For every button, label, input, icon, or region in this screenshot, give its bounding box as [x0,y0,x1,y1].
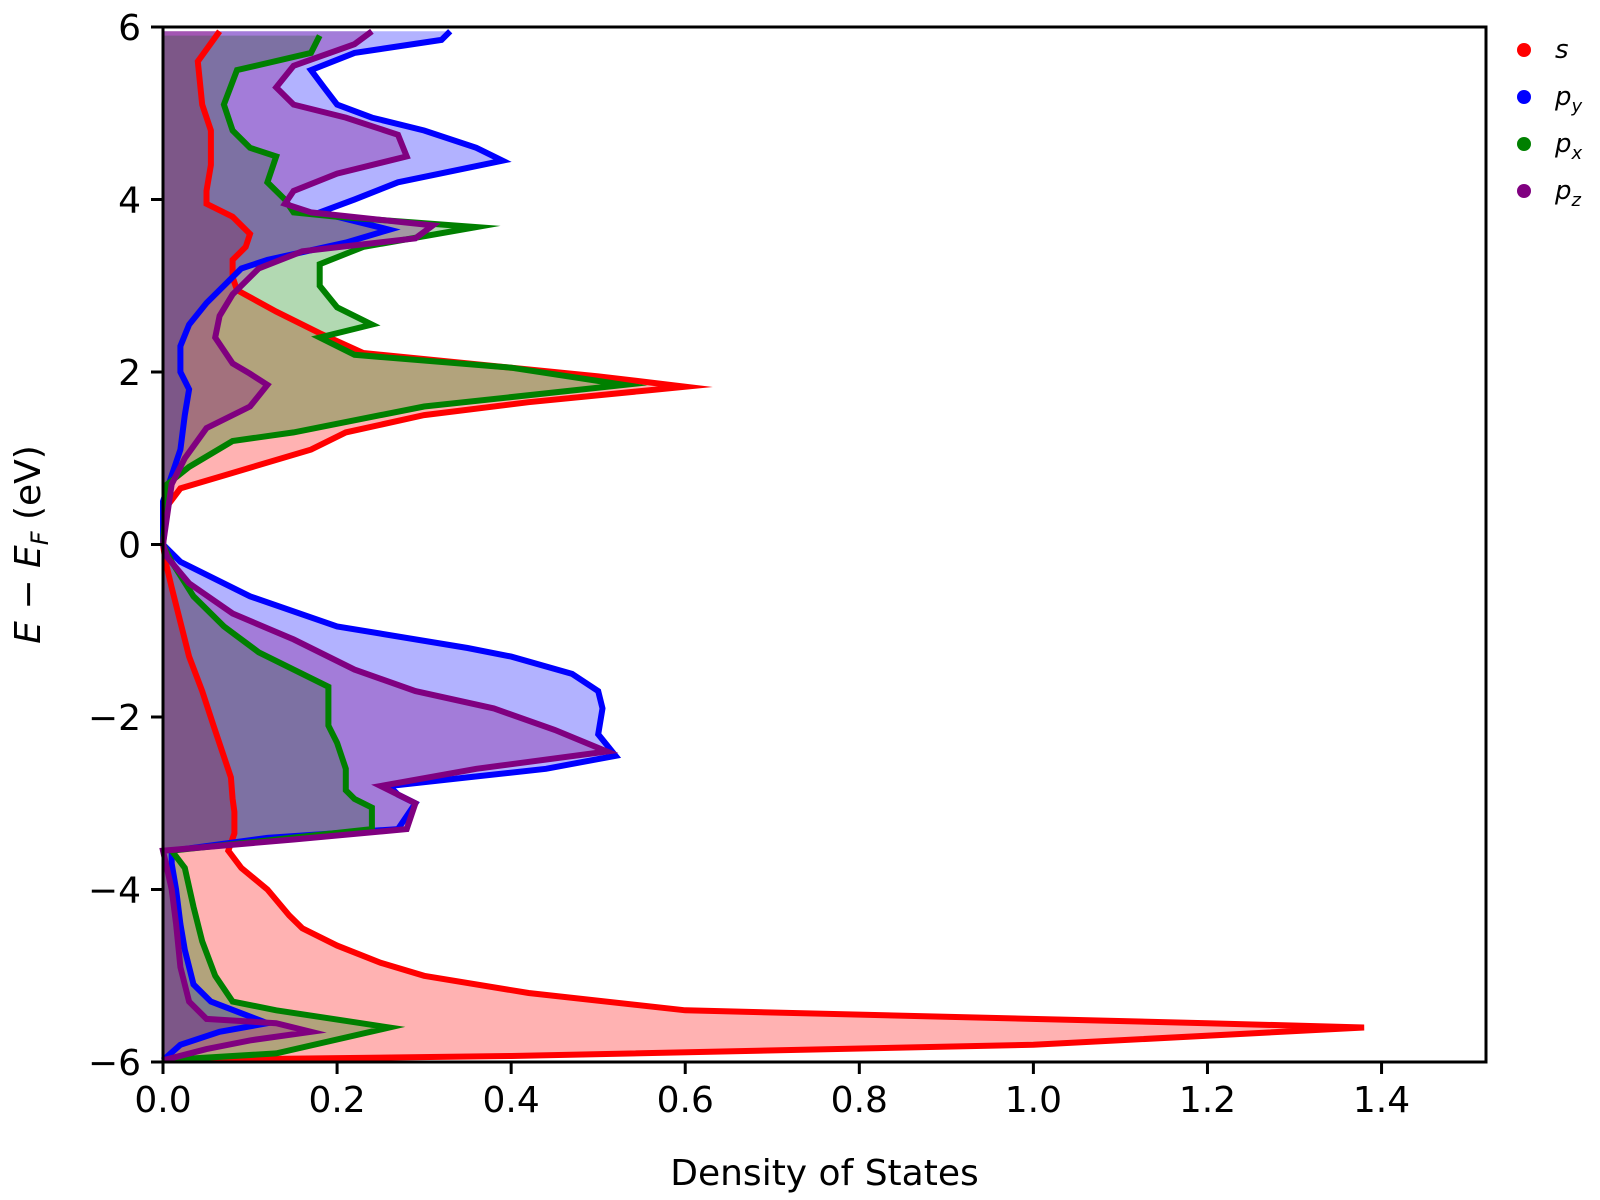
x-axis-title: Density of States [670,1153,979,1194]
legend-marker-s [1517,43,1531,57]
y-tick-label: 6 [118,8,141,49]
y-title-ef-sub: F [26,530,54,545]
y-tick-label: −2 [88,698,141,739]
x-tick-label: 0.0 [134,1080,191,1121]
x-tick-label: 1.0 [1005,1080,1062,1121]
y-tick-label: −4 [88,871,141,912]
line-py [160,29,622,1063]
y-title-unit: (eV) [8,445,49,531]
x-tick-label: 1.2 [1179,1080,1236,1121]
x-axis-ticks: 0.0 0.2 0.4 0.6 0.8 1.0 1.2 1.4 [134,1062,1410,1121]
legend-marker-pz [1517,184,1531,198]
series-fills [163,31,1365,1061]
y-tick-label: 2 [118,353,141,394]
y-title-e: E [8,621,49,644]
area-pz [163,31,607,1061]
x-tick-label: 0.4 [483,1080,540,1121]
x-tick-label: 1.4 [1353,1080,1410,1121]
area-py [163,31,616,1061]
area-s [163,31,1365,1061]
legend-label-pz: pz [1554,176,1582,211]
x-tick-label: 0.6 [657,1080,714,1121]
y-title-ef: E [8,545,49,568]
y-tick-label: 0 [118,526,141,567]
area-px [163,35,625,1061]
legend-label-py: py [1554,82,1583,117]
y-title-minus: − [8,568,49,621]
y-axis-title: E − EF (eV) [8,445,54,644]
legend-label-px: px [1554,129,1583,164]
legend-label-s: s [1555,35,1569,65]
x-tick-label: 0.8 [831,1080,888,1121]
y-tick-label: 4 [118,181,141,222]
legend-marker-py [1517,90,1531,104]
y-axis-ticks: −6 −4 −2 0 2 4 6 [88,8,163,1084]
legend: s py px pz [1517,35,1583,211]
y-tick-label: −6 [88,1043,141,1084]
legend-marker-px [1517,137,1531,151]
x-tick-label: 0.2 [308,1080,365,1121]
